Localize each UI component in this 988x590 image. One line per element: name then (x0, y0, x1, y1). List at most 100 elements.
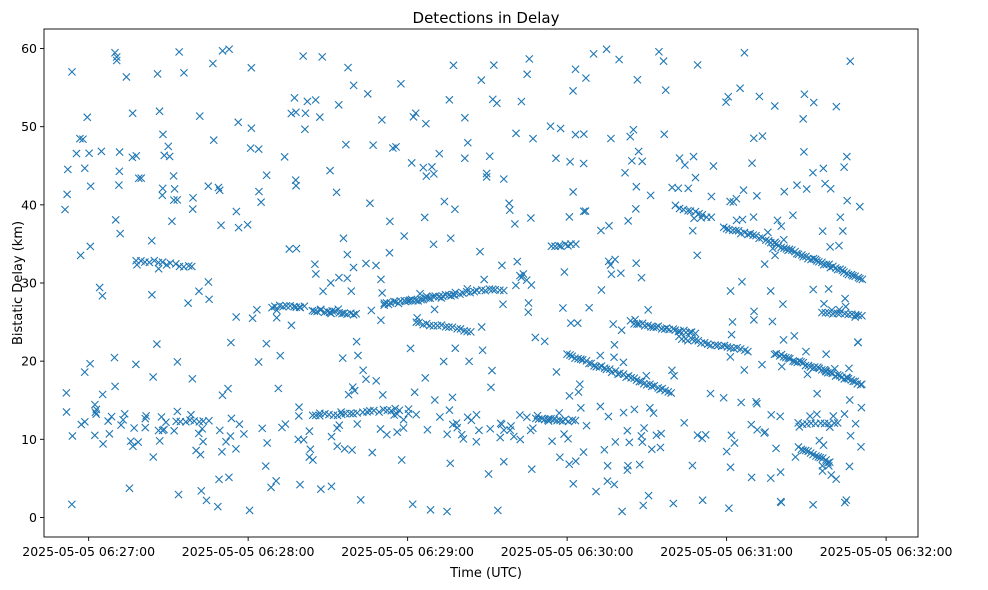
data-point (556, 242, 565, 251)
data-point (234, 223, 243, 232)
data-point (674, 184, 683, 193)
data-point (400, 232, 409, 241)
data-point (110, 353, 119, 362)
y-tick-label: 10 (21, 432, 37, 447)
data-point (160, 425, 169, 434)
data-point (61, 205, 70, 214)
data-point (498, 300, 507, 309)
data-point (359, 366, 368, 375)
data-point (390, 411, 399, 419)
data-point (639, 501, 648, 510)
data-point (205, 295, 214, 304)
data-point (132, 260, 141, 269)
data-point (642, 371, 651, 380)
data-point (122, 72, 131, 81)
data-point (272, 476, 281, 485)
data-point (204, 278, 213, 286)
data-point (187, 262, 196, 271)
data-point (652, 431, 661, 440)
data-point (222, 437, 230, 446)
data-point (755, 234, 764, 243)
data-point (426, 505, 435, 514)
data-point (137, 174, 146, 183)
data-point (380, 301, 389, 310)
data-point (749, 134, 758, 143)
data-point (232, 207, 241, 216)
data-point (158, 130, 167, 139)
data-point (62, 388, 71, 397)
data-point (430, 305, 439, 314)
data-point (332, 188, 341, 197)
data-point (566, 157, 575, 166)
data-point (218, 391, 227, 400)
data-point (726, 352, 735, 361)
data-point (776, 412, 785, 421)
data-point (826, 242, 835, 251)
data-point (792, 181, 801, 190)
data-point (635, 460, 644, 469)
data-point (609, 320, 618, 329)
data-point (262, 339, 271, 348)
data-point (204, 416, 213, 425)
data-point (644, 305, 653, 314)
data-point (816, 453, 825, 462)
data-point (179, 68, 188, 77)
data-point (171, 259, 180, 268)
data-point (724, 504, 733, 513)
data-point (247, 124, 256, 133)
data-point (327, 309, 336, 318)
data-point (444, 323, 453, 332)
data-point (316, 485, 325, 494)
data-point (111, 48, 119, 57)
data-point (114, 181, 123, 190)
data-point (388, 144, 397, 153)
data-point (376, 316, 385, 325)
data-point (310, 260, 319, 269)
data-point (382, 430, 391, 439)
data-point (671, 201, 680, 210)
data-point (767, 410, 776, 419)
data-point (199, 437, 208, 446)
data-point (670, 371, 679, 380)
data-point (164, 142, 173, 151)
data-point (369, 406, 378, 415)
data-point (142, 411, 151, 420)
data-point (818, 227, 827, 236)
data-point (552, 367, 561, 376)
data-point (292, 244, 301, 253)
data-point (843, 196, 852, 205)
data-point (262, 171, 271, 180)
data-point (607, 270, 616, 279)
data-point (486, 383, 495, 392)
data-point (463, 138, 472, 147)
data-point (569, 86, 578, 95)
data-point (625, 438, 634, 447)
data-point (604, 412, 613, 421)
data-point (515, 271, 524, 280)
data-point (291, 108, 300, 117)
data-point (472, 437, 481, 446)
y-tick-label: 0 (29, 510, 37, 525)
data-point (835, 305, 844, 314)
data-point (747, 420, 756, 429)
data-point (618, 507, 627, 516)
data-point (827, 306, 836, 315)
data-point (638, 438, 647, 447)
data-point (301, 109, 310, 118)
data-point (821, 366, 830, 375)
data-point (830, 364, 839, 373)
x-axis: 2025-05-05 06:27:00 2025-05-05 06:28:00 20… (22, 537, 953, 559)
data-point (353, 351, 362, 360)
data-point (739, 186, 748, 195)
data-point (215, 426, 224, 435)
data-point (446, 459, 455, 468)
data-point (308, 411, 317, 420)
data-point (167, 217, 176, 226)
data-point (117, 420, 126, 429)
data-point (640, 424, 649, 432)
data-point (492, 99, 501, 108)
data-point (448, 393, 457, 402)
data-point (554, 241, 563, 250)
data-point (551, 154, 560, 163)
